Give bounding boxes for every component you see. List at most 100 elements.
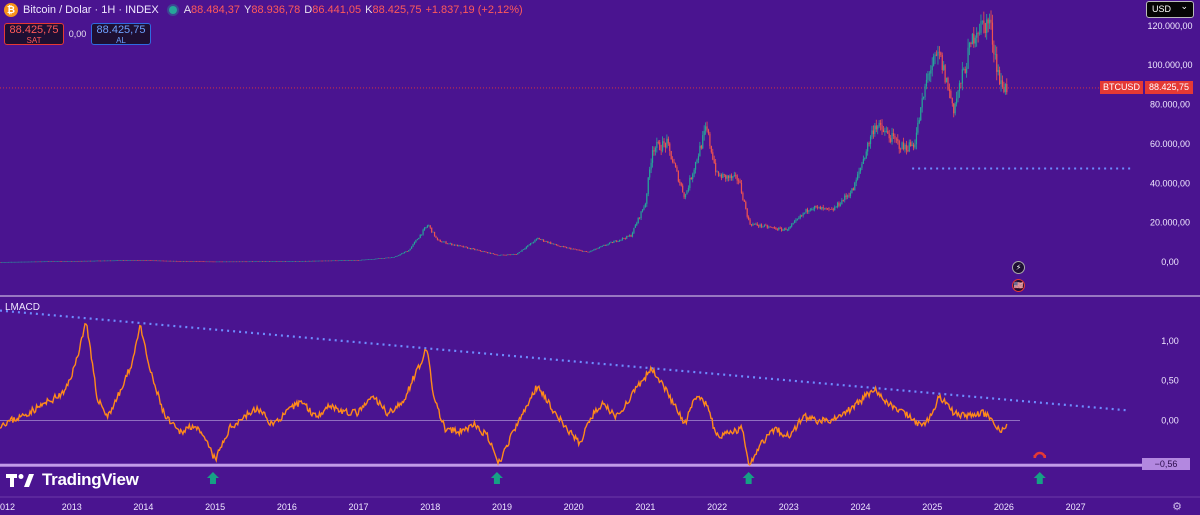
- price-candle-body: [161, 260, 163, 262]
- price-candle-body: [580, 250, 582, 251]
- price-candle-body: [945, 77, 948, 83]
- price-candle-body: [760, 224, 763, 227]
- price-candle-body: [85, 260, 87, 262]
- price-candle-body: [666, 138, 668, 148]
- price-candle-body: [1006, 83, 1008, 93]
- indicator-axis-tick: 0,50: [1161, 376, 1179, 386]
- price-candle-body: [772, 227, 774, 228]
- price-candle-body: [623, 238, 625, 239]
- price-candle-body: [826, 208, 829, 209]
- price-candle-body: [215, 261, 218, 263]
- price-candle-body: [139, 260, 142, 261]
- price-candle-body: [528, 244, 530, 246]
- price-candle-body: [877, 126, 879, 130]
- price-candle-body: [182, 261, 185, 262]
- price-candle-body: [650, 162, 652, 170]
- price-candle-body: [905, 144, 907, 151]
- tradingview-logo[interactable]: TradingView: [6, 470, 139, 490]
- price-candle-body: [48, 261, 50, 263]
- open-label: A: [183, 4, 192, 16]
- buy-button[interactable]: 88.425,75 AL: [91, 23, 151, 45]
- price-candle-body: [726, 175, 728, 179]
- price-candle-body: [383, 258, 385, 259]
- price-candle-body: [548, 242, 550, 243]
- price-candle-body: [732, 176, 734, 179]
- price-candle-body: [172, 260, 175, 262]
- price-candle-body: [763, 224, 766, 227]
- price-candle-body: [976, 33, 978, 38]
- price-candle-body: [822, 207, 824, 209]
- price-candle-body: [841, 200, 843, 205]
- lmacd-line[interactable]: [0, 322, 1008, 467]
- price-candle-body: [849, 193, 852, 197]
- price-candle-body: [487, 252, 489, 254]
- price-candle-body: [81, 260, 83, 262]
- settings-icon[interactable]: ⚙: [1172, 501, 1182, 513]
- price-candle-body: [885, 131, 887, 132]
- symbol-title[interactable]: Bitcoin / Dolar · 1H · INDEX: [23, 4, 159, 16]
- time-axis[interactable]: 012 2013 2014 2015 2016 2017 2018 2019 2020 2021 2…: [0, 502, 1086, 512]
- price-candle-body: [644, 203, 646, 208]
- price-candle-body: [243, 261, 245, 263]
- magnet-icon[interactable]: [1033, 451, 1047, 459]
- price-candle-body: [481, 251, 483, 252]
- price-candle-body: [600, 246, 602, 248]
- us-flag-event-icon[interactable]: 🇺🇸: [1012, 279, 1025, 292]
- price-candle-body: [935, 54, 938, 56]
- price-candle-body: [530, 243, 532, 245]
- price-candle-body: [918, 120, 920, 123]
- price-candle-body: [101, 260, 103, 262]
- price-candle-body: [418, 237, 420, 240]
- price-axis-tick: 40.000,00: [1150, 178, 1190, 188]
- price-candle-body: [980, 21, 982, 33]
- price-candle-body: [468, 248, 470, 249]
- price-candle-body: [955, 98, 958, 104]
- price-candle-body: [524, 248, 526, 250]
- indicator-support-line[interactable]: [0, 463, 1145, 467]
- price-candle-body: [474, 248, 476, 250]
- price-candle-body: [257, 261, 259, 263]
- price-candle-body: [491, 253, 493, 254]
- price-axis-tick: 120.000,00: [1147, 21, 1192, 31]
- price-candle-body: [846, 195, 849, 197]
- flash-event-icon[interactable]: ⚡: [1012, 261, 1025, 274]
- price-candle-body: [73, 261, 76, 262]
- price-candle-body: [43, 261, 46, 263]
- price-candle-body: [345, 260, 347, 261]
- price-candle-body: [38, 261, 40, 263]
- price-candle-body: [390, 257, 393, 259]
- price-candle-body: [535, 238, 537, 240]
- price-candle-body: [352, 260, 354, 261]
- price-candle-body: [722, 174, 724, 179]
- price-candle-body: [167, 260, 169, 262]
- price-candle-body: [484, 251, 486, 253]
- price-candle-body: [400, 253, 403, 255]
- price-candle-body: [270, 261, 272, 262]
- indicator-title[interactable]: LMACD: [5, 302, 41, 313]
- close-label: K: [365, 4, 373, 16]
- currency-dropdown[interactable]: USD: [1146, 0, 1194, 18]
- price-candle-body: [672, 159, 674, 162]
- price-candle-body: [544, 241, 546, 242]
- indicator-pane[interactable]: 1,00 0,50 0,00: [0, 309, 1179, 484]
- sell-button[interactable]: 88.425,75 SAT: [4, 23, 64, 45]
- price-candle-body: [624, 238, 626, 239]
- price-candle-body: [584, 251, 586, 252]
- price-candle-body: [476, 249, 479, 251]
- price-candle-body: [667, 138, 669, 144]
- price-candle-body: [226, 261, 228, 263]
- price-candles[interactable]: [0, 10, 1008, 263]
- price-candle-body: [647, 177, 649, 194]
- price-pane[interactable]: 0,00 20.000,00 40.000,00 60.000,00 80.000,00…: [0, 10, 1193, 267]
- price-candle-body: [277, 261, 279, 262]
- price-candle-body: [832, 209, 834, 211]
- price-candle-body: [660, 149, 662, 151]
- price-candle-body: [540, 239, 542, 240]
- indicator-trendline[interactable]: [0, 309, 1126, 412]
- price-candle-body: [5, 261, 7, 263]
- price-candle-body: [12, 261, 14, 263]
- price-axis-tick: 80.000,00: [1150, 100, 1190, 110]
- price-candle-body: [432, 231, 434, 233]
- price-candle-body: [542, 239, 545, 242]
